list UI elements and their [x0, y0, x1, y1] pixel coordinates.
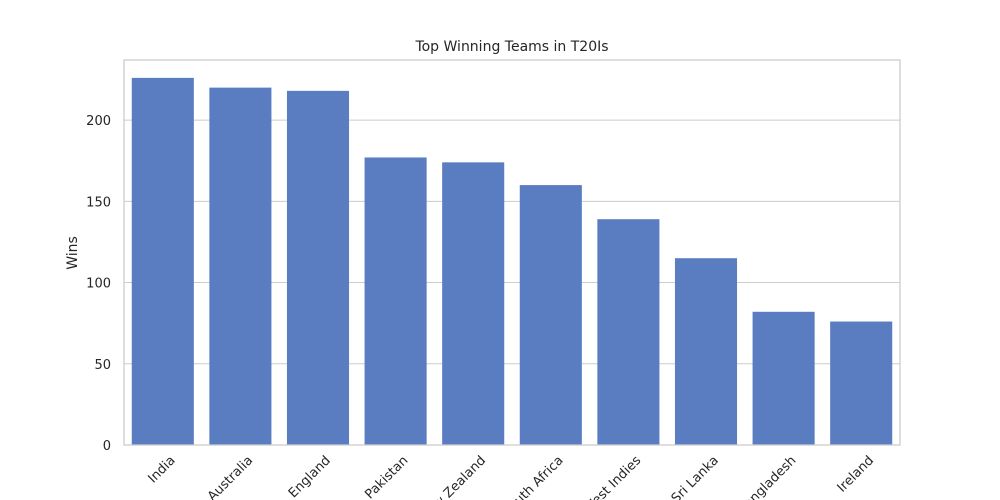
- x-tick-label: Pakistan: [362, 453, 411, 500]
- x-tick-label: South Africa: [500, 453, 566, 500]
- plot-frame: [123, 59, 901, 446]
- bar-england: [286, 90, 350, 445]
- bars: [131, 77, 893, 446]
- x-tick-label: England: [286, 453, 334, 500]
- y-tick-label: 100: [86, 277, 111, 292]
- x-tick-label: India: [145, 453, 178, 486]
- y-tick-label: 0: [103, 439, 111, 454]
- y-tick-label: 150: [86, 195, 111, 210]
- x-tick-label: Ireland: [835, 453, 877, 495]
- bar-west-indies: [597, 219, 660, 445]
- bar-bangladesh: [752, 311, 815, 445]
- bar-pakistan: [364, 157, 427, 445]
- x-tick-label: New Zealand: [418, 453, 489, 500]
- x-tick-label: Bangladesh: [735, 453, 800, 500]
- y-axis-ticks: 0 50 100 150 200: [86, 114, 111, 454]
- bar-india: [131, 77, 194, 445]
- x-tick-label: Sri Lanka: [669, 453, 722, 500]
- bar-sri-lanka: [674, 258, 738, 445]
- chart-title: Top Winning Teams in T20Is: [414, 39, 608, 55]
- y-axis-label: Wins: [65, 236, 81, 270]
- x-tick-label: Australia: [205, 453, 256, 500]
- bar-new-zealand: [442, 162, 505, 445]
- y-tick-label: 50: [94, 358, 111, 373]
- bar-ireland: [830, 321, 893, 445]
- x-tick-label: West Indies: [581, 453, 645, 500]
- bar-australia: [209, 87, 272, 446]
- x-axis-ticks: India Australia England Pakistan New Zealand…: [145, 453, 877, 500]
- bar-south-africa: [519, 185, 582, 445]
- y-tick-label: 200: [86, 114, 111, 129]
